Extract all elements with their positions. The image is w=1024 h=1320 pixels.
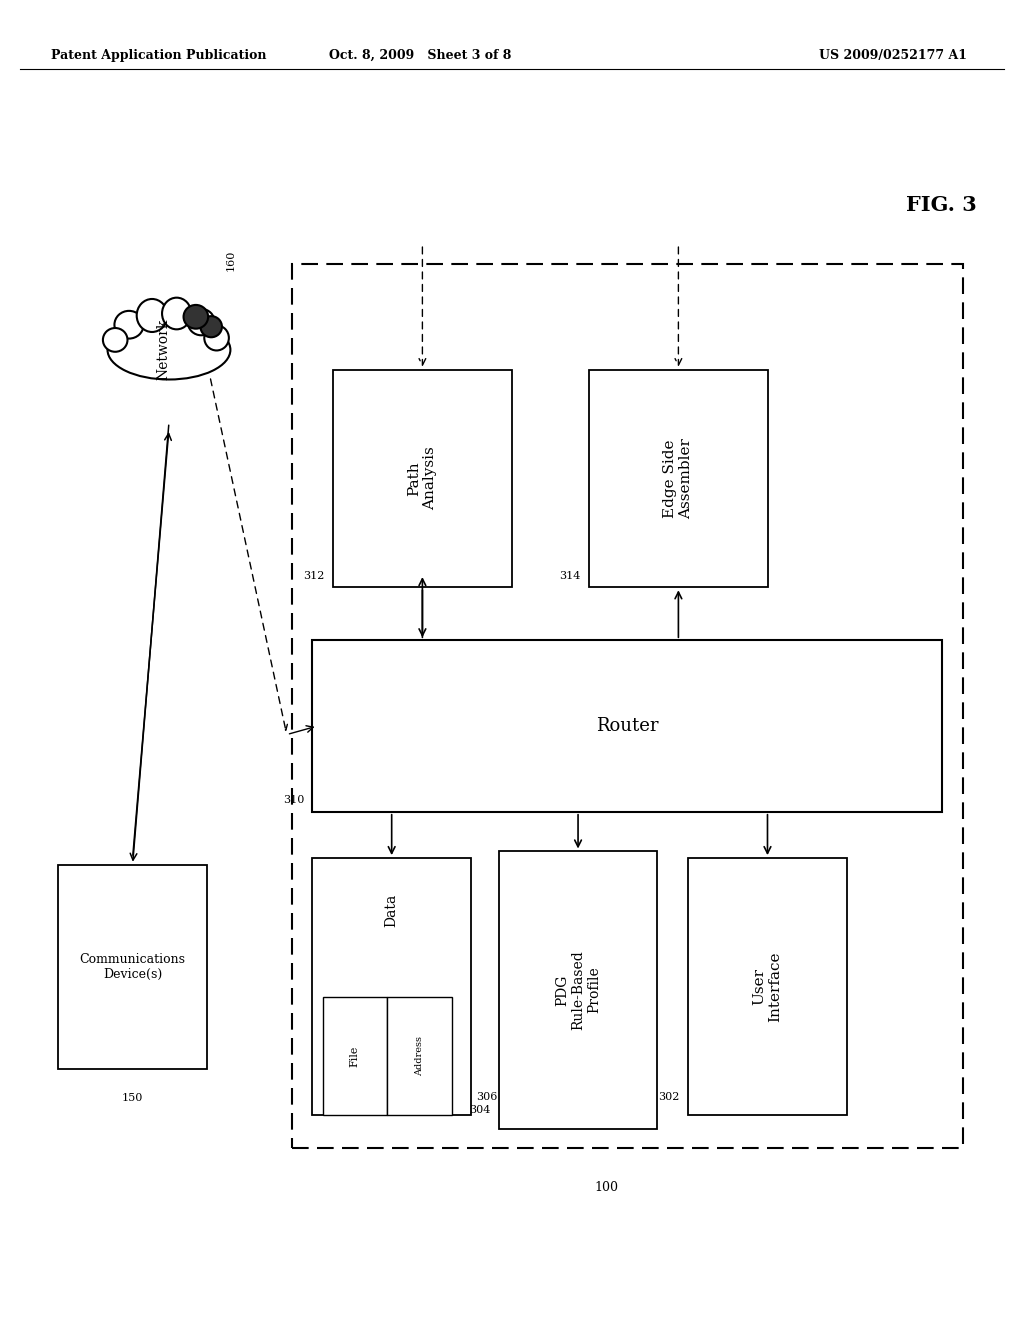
Text: Communications
Device(s): Communications Device(s) [80, 953, 185, 981]
Bar [323, 997, 387, 1115]
Text: Network: Network [157, 319, 171, 380]
Bar [333, 370, 512, 587]
Text: 312: 312 [303, 570, 325, 581]
Ellipse shape [103, 327, 128, 352]
Text: Path
Analysis: Path Analysis [408, 446, 437, 511]
Text: File: File [350, 1045, 359, 1067]
Text: Address: Address [415, 1036, 424, 1076]
Ellipse shape [183, 305, 208, 329]
Bar [292, 264, 963, 1148]
Text: FIG. 3: FIG. 3 [906, 194, 977, 215]
Bar [688, 858, 847, 1115]
Text: 310: 310 [283, 795, 304, 805]
Bar [312, 858, 471, 1115]
Text: Edge Side
Assembler: Edge Side Assembler [664, 438, 693, 519]
Text: 304: 304 [469, 1105, 490, 1115]
Ellipse shape [187, 309, 215, 335]
Ellipse shape [115, 312, 143, 339]
Text: 150: 150 [122, 1093, 143, 1104]
Ellipse shape [201, 317, 222, 338]
Text: Data: Data [385, 894, 398, 928]
Text: Patent Application Publication: Patent Application Publication [51, 49, 266, 62]
Text: 302: 302 [658, 1092, 680, 1102]
Bar [312, 640, 942, 812]
Bar [499, 851, 657, 1129]
Ellipse shape [205, 326, 229, 350]
Bar [58, 865, 207, 1069]
Text: 306: 306 [476, 1092, 498, 1102]
Ellipse shape [137, 300, 168, 333]
Ellipse shape [162, 298, 191, 330]
Text: US 2009/0252177 A1: US 2009/0252177 A1 [819, 49, 968, 62]
Text: 160: 160 [225, 249, 236, 271]
Text: 314: 314 [559, 570, 581, 581]
Text: User
Interface: User Interface [753, 952, 782, 1022]
Bar [589, 370, 768, 587]
Text: 100: 100 [595, 1181, 618, 1195]
Text: Oct. 8, 2009   Sheet 3 of 8: Oct. 8, 2009 Sheet 3 of 8 [329, 49, 511, 62]
Text: Router: Router [596, 717, 658, 735]
Text: PDG
Rule-Based
Profile: PDG Rule-Based Profile [555, 950, 601, 1030]
Bar [387, 997, 452, 1115]
Ellipse shape [108, 321, 230, 380]
